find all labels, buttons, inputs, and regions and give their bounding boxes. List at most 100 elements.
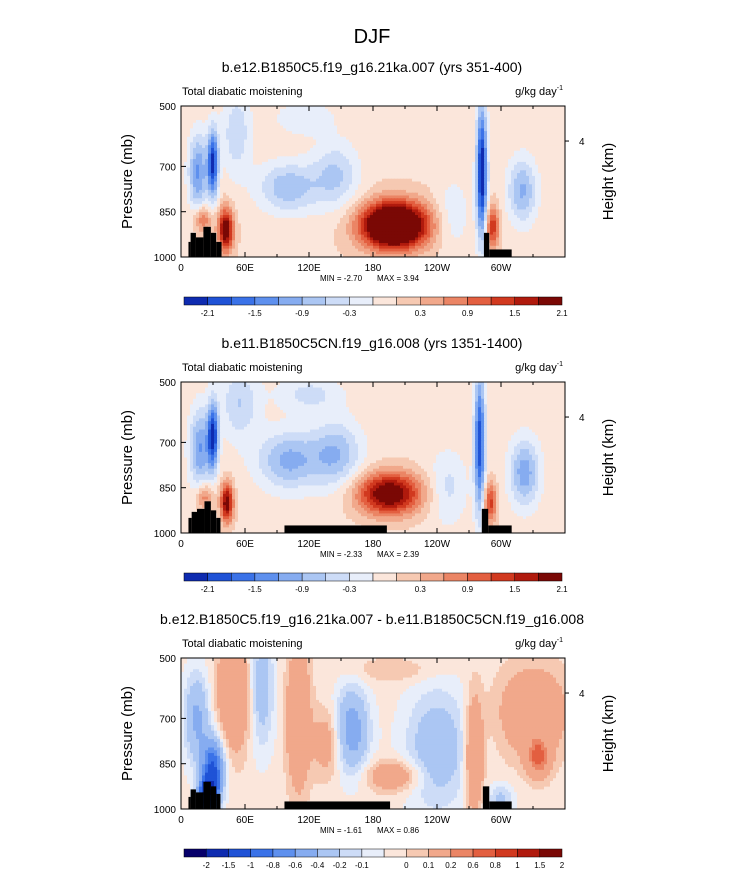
contour-cell	[418, 195, 422, 199]
contour-cell	[382, 139, 386, 143]
contour-cell	[502, 156, 506, 160]
contour-cell	[361, 128, 365, 132]
contour-cell	[520, 192, 524, 197]
contour-cell	[238, 111, 242, 115]
contour-cell	[271, 111, 275, 115]
contour-cell	[307, 114, 311, 118]
contour-cell	[184, 108, 188, 113]
contour-cell	[409, 139, 413, 143]
contour-cell	[250, 128, 254, 132]
contour-cell	[247, 122, 251, 127]
contour-cell	[196, 189, 200, 194]
contour-cell	[307, 128, 311, 132]
contour-cell	[466, 198, 470, 202]
contour-cell	[562, 106, 565, 110]
contour-cell	[238, 198, 242, 202]
contour-cell	[460, 192, 464, 197]
contour-cell	[442, 192, 446, 197]
contour-cell	[238, 114, 242, 118]
contour-cell	[454, 147, 458, 152]
contour-cell	[502, 195, 506, 199]
contour-cell	[349, 203, 353, 208]
contour-cell	[202, 142, 206, 146]
contour-cell	[541, 161, 545, 166]
contour-cell	[520, 142, 524, 146]
contour-cell	[184, 125, 188, 129]
contour-cell	[286, 209, 290, 213]
contour-cell	[532, 156, 536, 160]
contour-cell	[292, 139, 296, 143]
contour-cell	[202, 150, 206, 155]
contour-cell	[223, 156, 227, 160]
contour-cell	[523, 192, 527, 197]
contour-cell	[187, 114, 191, 118]
contour-cell	[490, 119, 494, 124]
contour-cell	[184, 159, 188, 163]
contour-cell	[253, 117, 257, 121]
contour-cell	[433, 108, 437, 113]
contour-cell	[280, 161, 284, 166]
contour-cell	[319, 108, 323, 113]
contour-cell	[550, 170, 554, 174]
contour-cell	[193, 173, 197, 177]
contour-cell	[217, 192, 221, 197]
contour-cell	[373, 161, 377, 166]
contour-cell	[214, 209, 218, 213]
contour-cell	[403, 159, 407, 163]
contour-cell	[232, 187, 236, 191]
contour-cell	[547, 108, 551, 113]
contour-cell	[511, 181, 515, 185]
contour-cell	[400, 195, 404, 199]
contour-cell	[310, 156, 314, 160]
contour-cell	[310, 125, 314, 129]
contour-cell	[394, 209, 398, 213]
contour-cell	[499, 142, 503, 146]
contour-cell	[496, 133, 500, 138]
contour-cell	[544, 192, 548, 197]
contour-cell	[376, 173, 380, 177]
contour-cell	[193, 206, 197, 211]
contour-cell	[352, 108, 356, 113]
contour-cell	[394, 108, 398, 113]
contour-cell	[343, 184, 347, 188]
contour-cell	[553, 133, 557, 138]
contour-cell	[304, 198, 308, 202]
contour-cell	[472, 201, 476, 205]
contour-cell	[532, 131, 536, 135]
contour-cell	[514, 131, 518, 135]
contour-cell	[469, 192, 473, 197]
contour-cell	[370, 161, 374, 166]
contour-cell	[409, 173, 413, 177]
contour-cell	[472, 189, 476, 194]
contour-cell	[448, 159, 452, 163]
contour-cell	[382, 161, 386, 166]
contour-cell	[235, 173, 239, 177]
contour-cell	[337, 178, 341, 183]
contour-cell	[520, 111, 524, 115]
contour-cell	[331, 167, 335, 171]
contour-cell	[316, 136, 320, 141]
contour-cell	[181, 195, 185, 199]
contour-cell	[298, 189, 302, 194]
contour-cell	[202, 175, 206, 180]
contour-cell	[532, 189, 536, 194]
contour-cell	[259, 106, 263, 110]
contour-cell	[445, 195, 449, 199]
contour-cell	[370, 206, 374, 211]
contour-cell	[187, 153, 191, 157]
contour-cell	[394, 198, 398, 202]
contour-cell	[265, 187, 269, 191]
contour-cell	[454, 133, 458, 138]
contour-cell	[454, 209, 458, 213]
contour-cell	[547, 114, 551, 118]
contour-cell	[466, 201, 470, 205]
contour-cell	[244, 156, 248, 160]
contour-cell	[268, 164, 272, 169]
contour-cell	[277, 136, 281, 141]
contour-cell	[361, 198, 365, 202]
contour-cell	[226, 156, 230, 160]
contour-cell	[352, 189, 356, 194]
contour-cell	[436, 108, 440, 113]
contour-cell	[337, 128, 341, 132]
contour-cell	[382, 131, 386, 135]
